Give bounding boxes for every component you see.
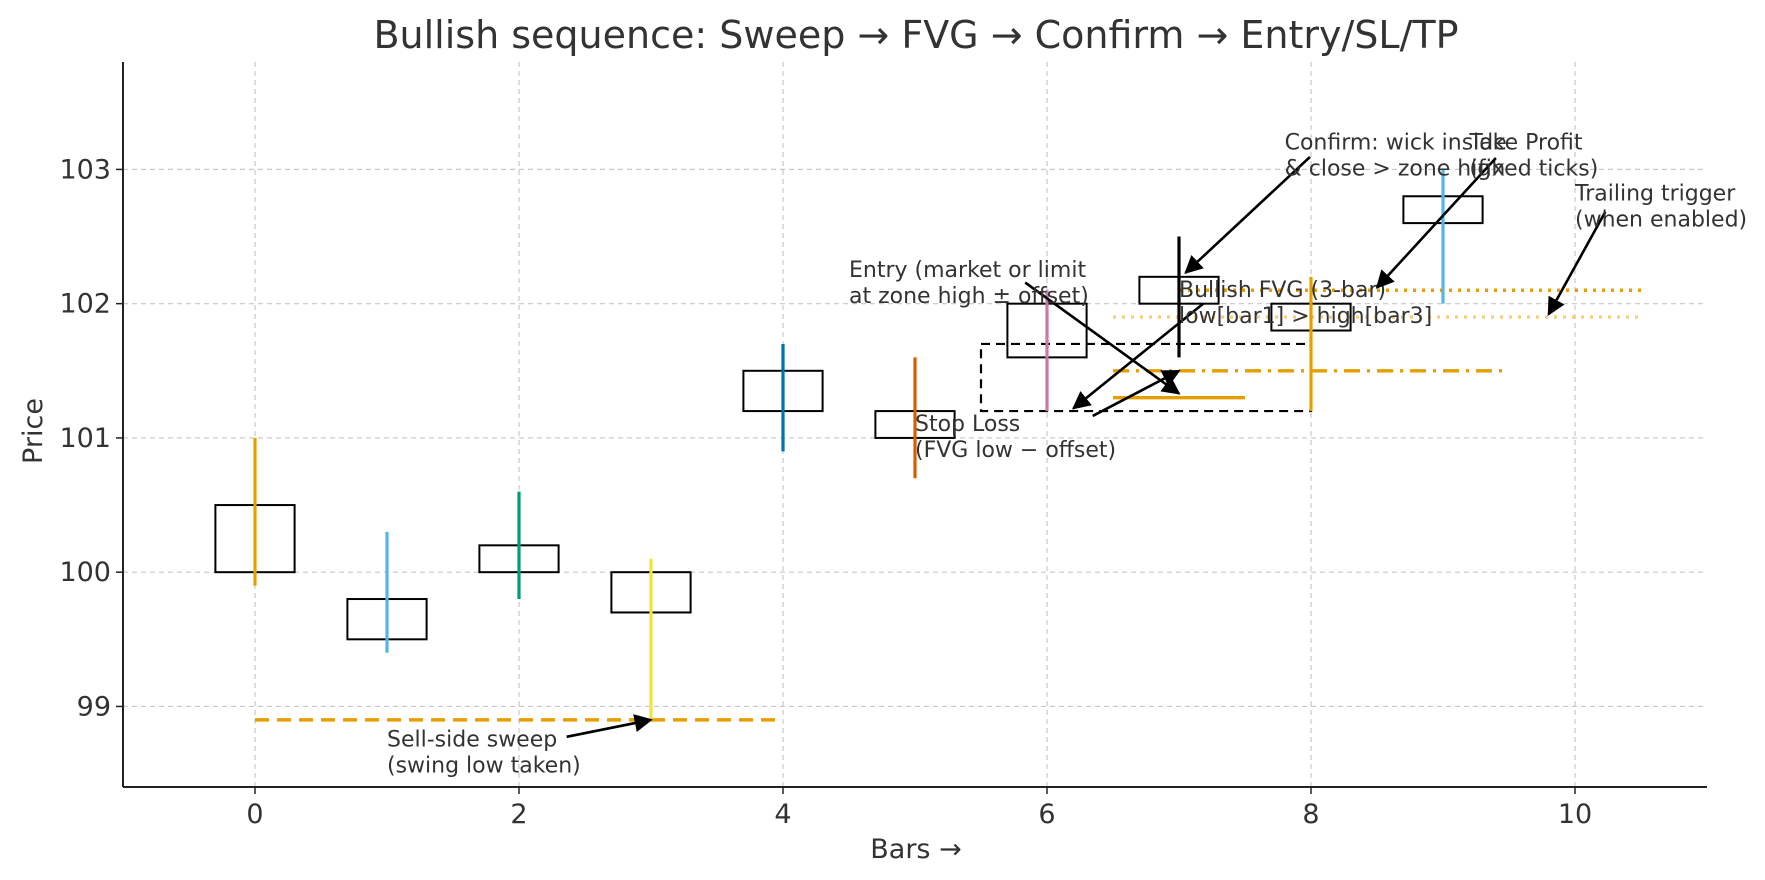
y-tick-label: 100 [59, 557, 111, 588]
x-tick-label: 10 [1558, 799, 1592, 830]
x-tick-label: 2 [510, 799, 527, 830]
annotation-line: (when enabled) [1575, 207, 1747, 232]
y-tick-label: 102 [59, 289, 111, 320]
annotation-line: Entry (market or limit [849, 258, 1086, 283]
annotation-arrow [1547, 211, 1607, 317]
candles [214, 169, 1484, 720]
annotation-line: Trailing trigger [1574, 181, 1736, 206]
annotation-arrow [1092, 369, 1181, 418]
x-tick-label: 4 [774, 799, 791, 830]
annotation-text: Bullish FVG (3-bar) low[bar1] > high[bar3… [1179, 278, 1432, 329]
grid [123, 62, 1707, 787]
annotation-text: Trailing trigger (when enabled) [1574, 181, 1747, 232]
x-tick-label: 8 [1302, 799, 1319, 830]
annotations: Sell-side sweep (swing low taken) Bullish … [387, 130, 1747, 778]
annotation-arrow [1184, 155, 1311, 275]
annotation-line: Confirm: wick inside [1285, 130, 1507, 155]
chart-title: Bullish sequence: Sweep → FVG → Confirm … [373, 13, 1458, 57]
annotation-arrow [1071, 302, 1205, 410]
axes: 0 2 4 6 8 10 99 100 101 102 103 [59, 62, 1707, 830]
annotation-line: Take Profit [1468, 130, 1583, 155]
fvg-zone [979, 342, 1313, 413]
annotation-arrow [566, 714, 653, 739]
fvg-zone-layer [979, 342, 1313, 413]
y-tick-label: 101 [59, 423, 111, 454]
annotation-arrow [1375, 157, 1497, 289]
x-tick-label: 0 [246, 799, 263, 830]
x-tick-label: 6 [1038, 799, 1055, 830]
annotation-line: (FVG low − offset) [915, 438, 1116, 463]
annotation-line: Bullish FVG (3-bar) [1179, 278, 1386, 303]
annotation-line: at zone high ± offset) [849, 284, 1089, 309]
y-tick-label: 103 [59, 154, 111, 185]
annotation-line: Stop Loss [915, 412, 1020, 437]
annotation-line: low[bar1] > high[bar3] [1179, 304, 1432, 329]
annotation-text: Confirm: wick inside & close > zone high [1285, 130, 1507, 181]
annotation-text: Take Profit (fixed ticks) [1468, 130, 1598, 181]
annotation-text: Sell-side sweep (swing low taken) [387, 728, 581, 779]
annotation-line: (swing low taken) [387, 754, 581, 779]
y-tick-label: 99 [77, 691, 111, 722]
x-axis-label: Bars → [870, 834, 961, 865]
annotation-line: & close > zone high [1285, 156, 1506, 181]
y-axis-label: Price [18, 398, 49, 464]
annotation-text: Entry (market or limit at zone high ± off… [849, 258, 1089, 309]
annotation-line: (fixed ticks) [1469, 156, 1598, 181]
level-lines [255, 288, 1641, 722]
annotation-text: Stop Loss (FVG low − offset) [915, 412, 1116, 463]
annotation-arrow [1024, 281, 1181, 395]
annotation-line: Sell-side sweep [387, 728, 557, 753]
